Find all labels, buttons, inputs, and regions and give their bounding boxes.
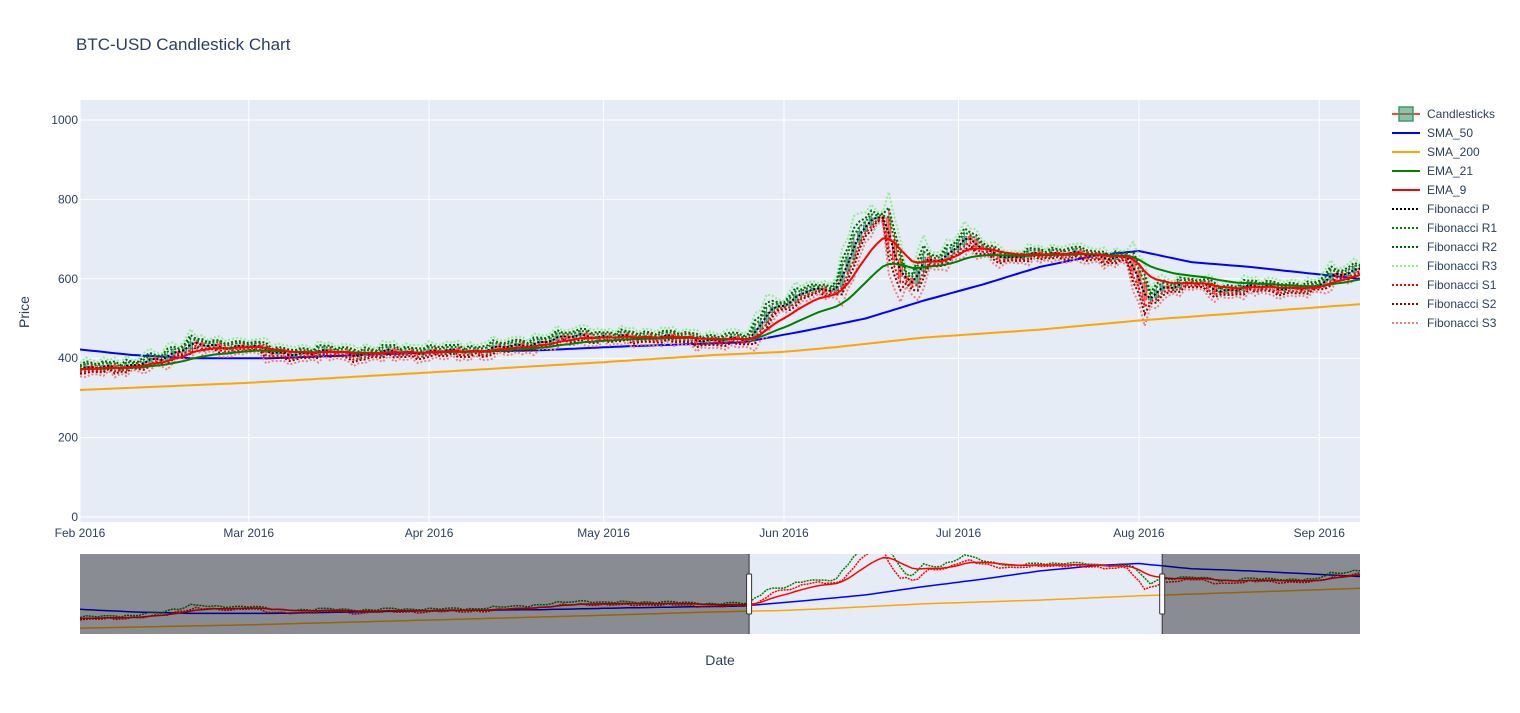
range-slider-handles[interactable] [746,554,1166,634]
range-slider-series [80,554,1360,629]
fibonacci-s1-line [80,218,1360,374]
y-tick-label: 0 [71,510,78,524]
legend-label: EMA_9 [1427,183,1467,197]
y-tick-label: 600 [58,272,78,286]
plot-area[interactable] [80,100,1360,522]
y-tick-label: 400 [58,351,78,365]
candle-body[interactable] [764,311,770,324]
legend-label: SMA_50 [1427,126,1473,140]
legend-label: Fibonacci R3 [1427,259,1497,273]
candle-body[interactable] [1148,297,1154,301]
ema-9-line [80,237,1360,371]
legend-label: EMA_21 [1427,164,1473,178]
slider-mask-left [80,554,750,634]
legend-item[interactable]: Fibonacci R1 [1392,221,1497,235]
legend-item[interactable]: SMA_50 [1392,126,1473,140]
legend-item[interactable]: SMA_200 [1392,145,1480,159]
slider-mask-right [1162,554,1360,634]
legend-label: Fibonacci S2 [1427,297,1497,311]
legend-label: Fibonacci R2 [1427,240,1497,254]
x-tick-label: Apr 2016 [405,526,454,540]
slider-ema-9-line [80,556,1360,620]
x-axis-ticks: Feb 2016 Mar 2016 Apr 2016 May 2016 Jun 2016… [55,526,1346,540]
fibonacci-s2-line [80,220,1360,375]
legend-item[interactable]: EMA_9 [1392,183,1467,197]
y-tick-label: 800 [58,192,78,206]
legend-label: Fibonacci P [1427,202,1490,216]
legend-label: Fibonacci S1 [1427,278,1497,292]
x-tick-label: Sep 2016 [1294,526,1346,540]
y-axis-title: Price [16,296,32,328]
range-slider-mask [80,554,1360,634]
legend-swatch [1398,106,1414,122]
legend-item[interactable]: EMA_21 [1392,164,1473,178]
x-axis-title: Date [705,652,735,668]
y-axis-ticks: 0 200 400 600 800 1000 [51,113,78,524]
legend[interactable]: Candlesticks SMA_50 SMA_200 EMA_21 EMA_9 Fibo… [1392,106,1497,330]
legend-label: Fibonacci R1 [1427,221,1497,235]
legend-item[interactable]: Candlesticks [1392,106,1495,122]
y-tick-label: 1000 [51,113,78,127]
chart-title: BTC-USD Candlestick Chart [76,35,291,54]
x-tick-label: Jun 2016 [759,526,809,540]
legend-item[interactable]: Fibonacci S2 [1392,297,1497,311]
sma-200-line [80,303,1360,391]
fibonacci-p-line [80,216,1360,371]
candle-body[interactable] [862,224,868,232]
slider-sma-200-line [80,587,1360,629]
slider-right-handle[interactable] [1159,573,1166,615]
legend-label: Fibonacci S3 [1427,316,1497,330]
x-tick-label: Aug 2016 [1113,526,1165,540]
legend-item[interactable]: Fibonacci S3 [1392,316,1497,330]
range-slider[interactable] [80,554,1360,634]
candle-body[interactable] [868,217,874,226]
x-tick-label: Feb 2016 [55,526,106,540]
slider-left-handle[interactable] [746,573,753,615]
x-tick-label: Jul 2016 [936,526,982,540]
y-tick-label: 200 [58,431,78,445]
x-tick-label: Mar 2016 [223,526,274,540]
candle-body[interactable] [793,294,799,302]
legend-item[interactable]: Fibonacci R2 [1392,240,1497,254]
legend-item[interactable]: Fibonacci R3 [1392,259,1497,273]
x-tick-label: May 2016 [577,526,630,540]
candle-body[interactable] [915,270,921,285]
main-series [80,188,1360,391]
slider-fibonacci-line [80,554,1360,621]
legend-item[interactable]: Fibonacci S1 [1392,278,1497,292]
legend-item[interactable]: Fibonacci P [1392,202,1490,216]
legend-label: Candlesticks [1427,107,1495,121]
candle-body[interactable] [926,256,932,261]
legend-label: SMA_200 [1427,145,1480,159]
